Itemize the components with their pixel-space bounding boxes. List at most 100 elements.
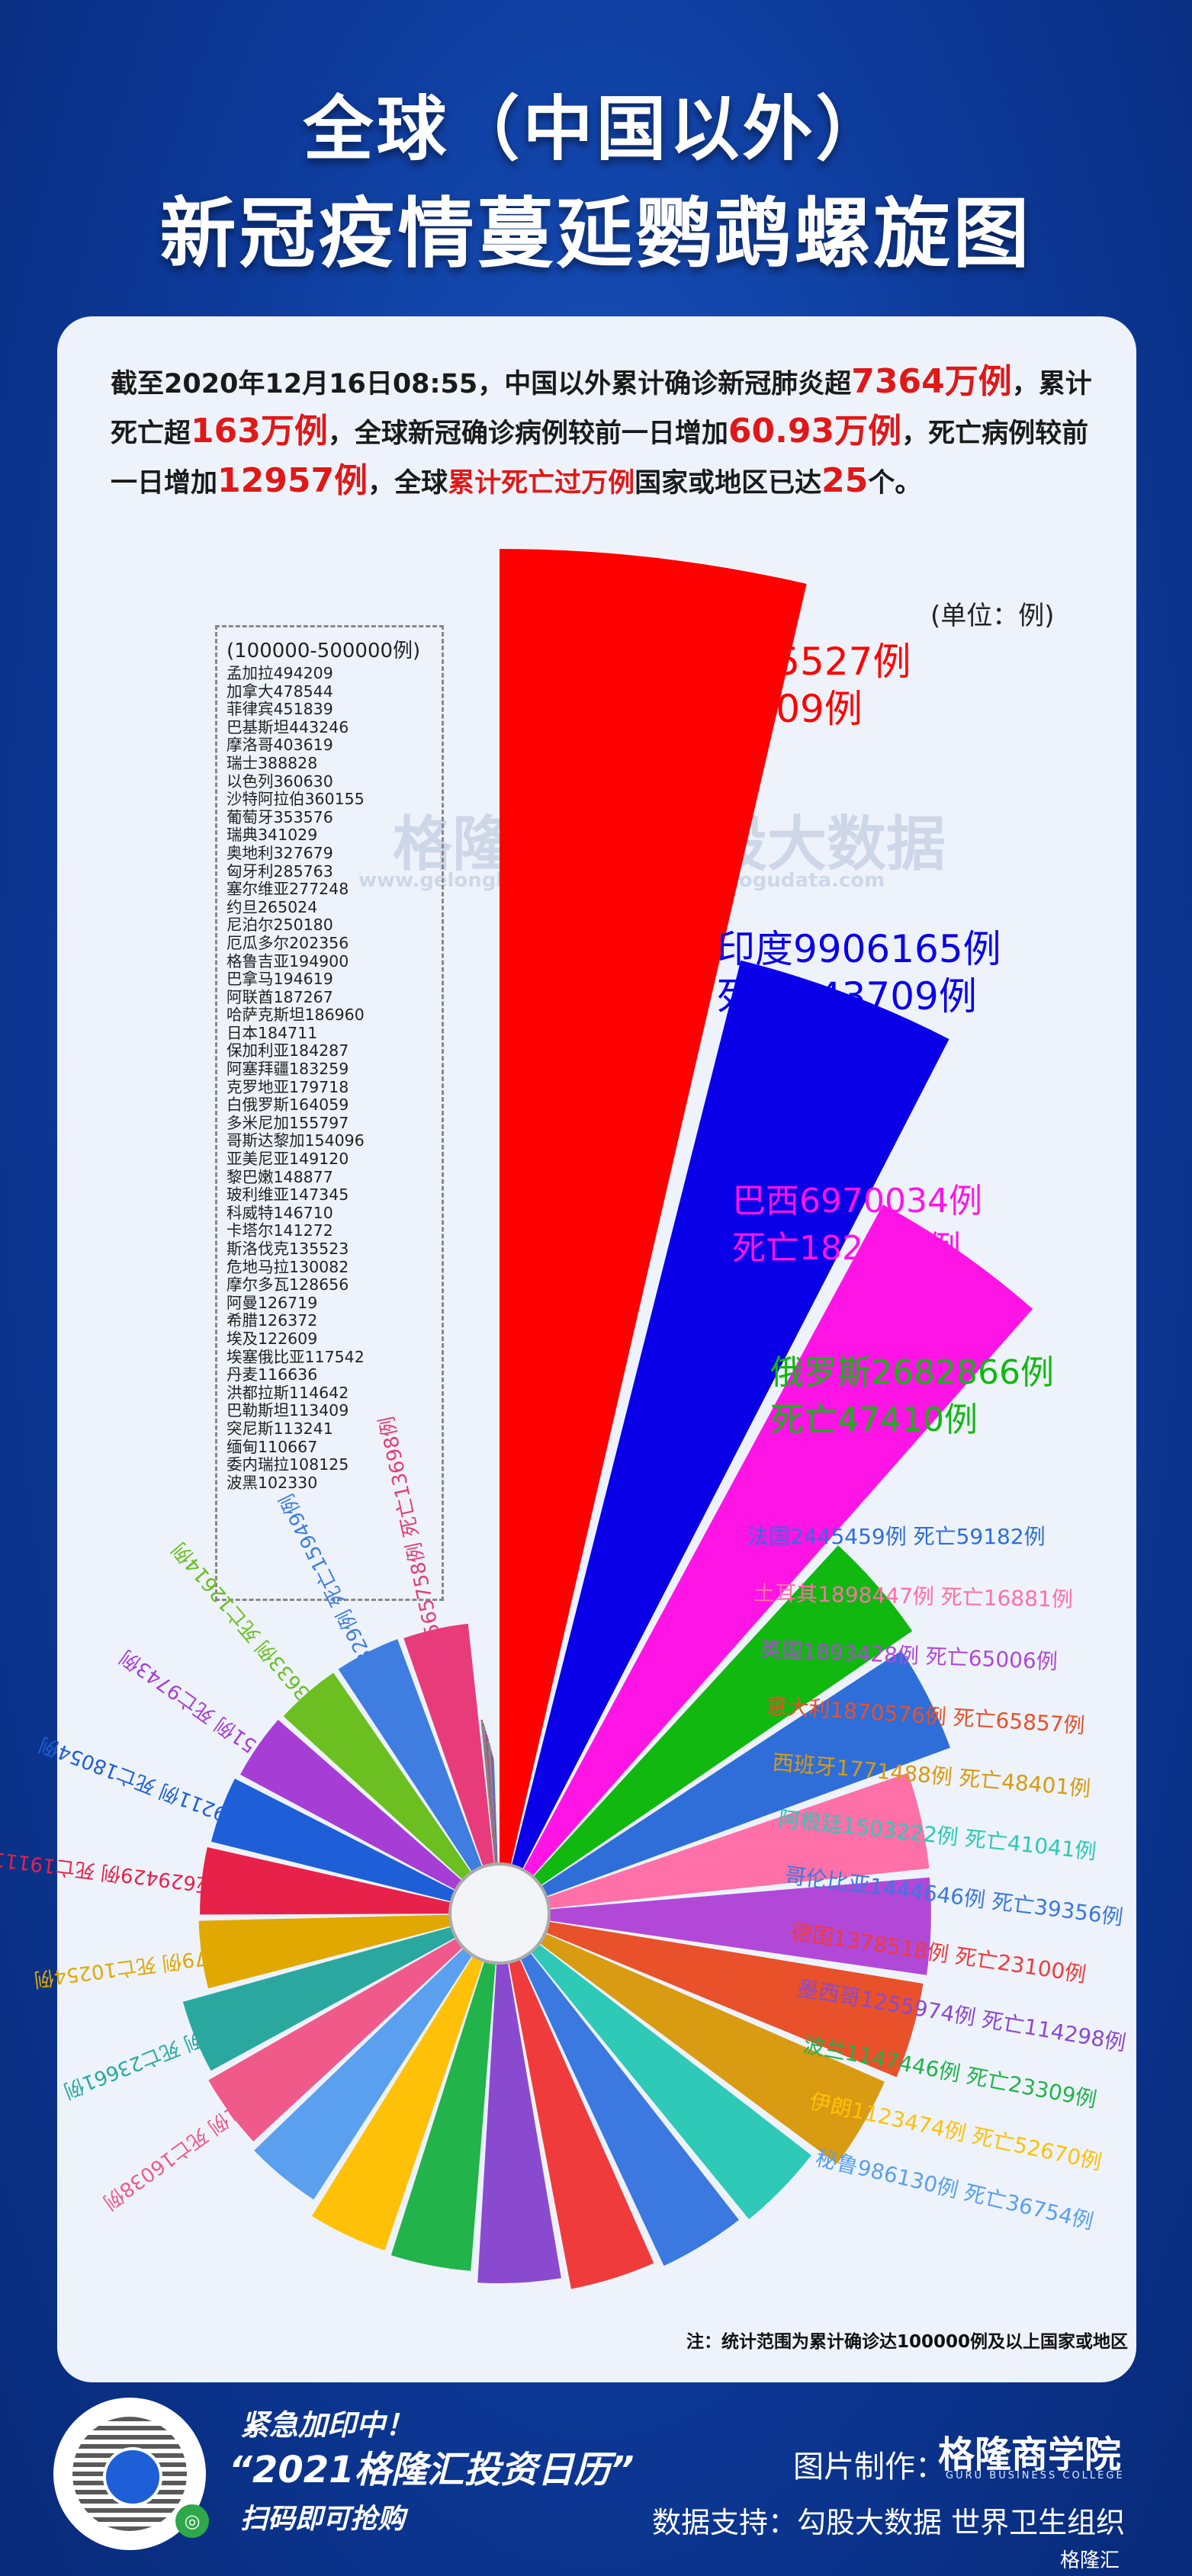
data-source: 数据支持：勾股大数据 世界卫生组织 xyxy=(652,2506,1126,2539)
made-by-label: 图片制作： xyxy=(793,2449,946,2485)
spiral-small-bar-45 xyxy=(492,1760,498,1865)
made-by-sub: GURU BUSINESS COLLEGE xyxy=(946,2470,1125,2481)
spiral-bar-9 xyxy=(531,1943,811,2220)
other-countries-box: (100000-500000例) 孟加拉494209 加拿大478544 菲律宾45… xyxy=(215,625,444,1601)
other-country-item: 菲律宾451839 xyxy=(227,700,333,719)
other-country-item: 克罗地亚179718 xyxy=(227,1077,349,1096)
spiral-bar-23 xyxy=(338,1639,483,1872)
other-country-item: 哥斯达黎加154096 xyxy=(227,1131,365,1150)
spiral-bar-0 xyxy=(500,549,807,1865)
spiral-center xyxy=(448,1862,551,1965)
spiral-bar-13 xyxy=(390,1960,496,2271)
spiral-bar-11 xyxy=(509,1958,654,2289)
spiral-bar-15 xyxy=(254,1948,473,2200)
other-country-item: 日本184711 xyxy=(227,1023,318,1042)
bar-label-deaths-2: 死亡182799例 xyxy=(732,1229,961,1268)
spiral-bar-1 xyxy=(511,960,949,1870)
spiral-bar-6 xyxy=(548,1877,931,1975)
qr-pattern xyxy=(72,2417,187,2531)
other-country-item: 巴勒斯坦113409 xyxy=(227,1401,349,1420)
other-country-item: 保加利亚184287 xyxy=(227,1041,349,1060)
summary-count: 25 xyxy=(821,461,869,500)
unit-label: (单位：例) xyxy=(930,601,1055,631)
other-country-item: 瑞士388828 xyxy=(227,753,318,772)
other-country-item: 白俄罗斯164059 xyxy=(227,1096,349,1115)
spiral-bar-20 xyxy=(210,1779,456,1902)
summary-part: 个。 xyxy=(868,468,922,499)
mini-program-icon: ◎ xyxy=(175,2504,209,2538)
promo-line2: “2021格隆汇投资日历” xyxy=(229,2449,635,2491)
other-country-item: 阿曼126719 xyxy=(227,1293,318,1312)
spiral-bar-19 xyxy=(200,1846,451,1915)
other-country-item: 匈牙利285763 xyxy=(227,861,333,881)
other-country-item: 巴基斯坦443246 xyxy=(227,717,349,736)
other-country-item: 多米尼加155797 xyxy=(227,1113,349,1132)
bar-label-deaths-0: 死亡310209例 xyxy=(602,687,863,731)
other-countries-list: 孟加拉494209 加拿大478544 菲律宾451839 巴基斯坦443246 摩洛哥… xyxy=(227,664,442,1492)
bar-label-cases-3: 俄罗斯2682866例 xyxy=(770,1353,1054,1392)
spiral-bar-24 xyxy=(403,1623,494,1867)
other-country-item: 葡萄牙353576 xyxy=(227,807,333,826)
spiral-bar-8 xyxy=(539,1933,885,2164)
spiral-bar-22 xyxy=(283,1673,472,1881)
chart-footnote: 注：统计范围为累计确诊达100000例及以上国家或地区 xyxy=(686,2332,1129,2352)
other-country-item: 沙特阿拉伯360155 xyxy=(227,790,365,809)
other-country-item: 科威特146710 xyxy=(227,1203,333,1222)
other-country-item: 缅甸110667 xyxy=(227,1437,318,1456)
bar-label-deaths-3: 死亡47410例 xyxy=(770,1400,978,1439)
other-country-item: 约旦265024 xyxy=(227,897,318,916)
spiral-bar-5 xyxy=(546,1772,930,1909)
other-country-item: 巴拿马194619 xyxy=(227,970,333,989)
spiral-bar-4 xyxy=(541,1651,950,1897)
page-title-line1: 全球（中国以外） xyxy=(303,88,889,170)
other-country-item: 摩洛哥403619 xyxy=(227,736,333,755)
spiral-bar-18 xyxy=(198,1914,452,1989)
summary-part: 国家或地区已达 xyxy=(635,468,822,499)
other-country-item: 洪都拉斯114642 xyxy=(227,1383,349,1402)
other-country-item: 卡塔尔141272 xyxy=(227,1221,333,1240)
other-country-item: 塞尔维亚277248 xyxy=(227,880,349,899)
summary-cases-new: 60.93万例 xyxy=(728,412,902,451)
summary-deaths-new: 12957例 xyxy=(217,461,368,500)
other-country-item: 阿塞拜疆183259 xyxy=(227,1060,349,1079)
other-country-item: 厄瓜多尔202356 xyxy=(227,933,349,952)
spiral-bar-10 xyxy=(520,1952,739,2266)
spiral-bar-12 xyxy=(477,1962,561,2284)
other-country-item: 埃塞俄比亚117542 xyxy=(227,1347,365,1366)
qr-center-logo xyxy=(103,2447,162,2507)
other-country-item: 黎巴嫩148877 xyxy=(227,1167,333,1186)
other-country-item: 危地马拉130082 xyxy=(227,1257,349,1276)
summary-part: ，全球新冠确诊病例较前一日增加 xyxy=(327,419,728,449)
qr-code[interactable]: ◎ xyxy=(53,2398,209,2550)
summary-text: 截至2020年12月16日08:55，中国以外累计确诊新冠肺炎超7364万例，累… xyxy=(111,358,1102,507)
other-country-item: 以色列360630 xyxy=(227,772,333,791)
corner-logo: 格隆汇 xyxy=(1060,2549,1120,2572)
summary-part: 截至2020年12月16日08:55，中国以外累计确诊新冠肺炎超 xyxy=(111,369,852,399)
other-country-item: 埃及122609 xyxy=(227,1329,318,1348)
other-country-item: 玻利维亚147345 xyxy=(227,1185,349,1205)
other-countries-header: (100000-500000例) xyxy=(227,640,421,662)
other-country-item: 摩尔多瓦128656 xyxy=(227,1275,349,1294)
spiral-bar-2 xyxy=(522,1205,1033,1877)
other-country-item: 突尼斯113241 xyxy=(227,1419,333,1438)
summary-part: ，累计死亡超 xyxy=(111,369,1092,449)
other-country-item: 波黑102330 xyxy=(227,1473,318,1492)
bar-label-cases-1: 印度9906165例 xyxy=(717,927,1001,971)
other-country-item: 委内瑞拉108125 xyxy=(227,1455,349,1474)
spiral-bar-14 xyxy=(311,1955,484,2250)
other-country-item: 阿联酋187267 xyxy=(227,987,333,1006)
summary-highlight: 累计死亡过万例 xyxy=(448,468,635,499)
spiral-bar-16 xyxy=(208,1938,464,2141)
promo-line3: 扫码即可抢购 xyxy=(240,2504,406,2535)
other-country-item: 亚美尼亚149120 xyxy=(227,1150,349,1169)
bar-label-deaths-1: 死亡143709例 xyxy=(717,974,977,1019)
made-by-logo: 格隆商学院 xyxy=(938,2433,1122,2476)
spiral-bar-21 xyxy=(240,1719,463,1891)
spiral-bar-7 xyxy=(545,1921,924,2077)
other-country-item: 尼泊尔250180 xyxy=(227,916,333,935)
other-country-item: 格鲁吉亚194900 xyxy=(227,951,349,970)
summary-part: ，死亡病例较前一日增加 xyxy=(111,419,1089,499)
other-country-item: 希腊126372 xyxy=(227,1311,318,1330)
summary-deaths-total: 163万例 xyxy=(191,412,328,451)
